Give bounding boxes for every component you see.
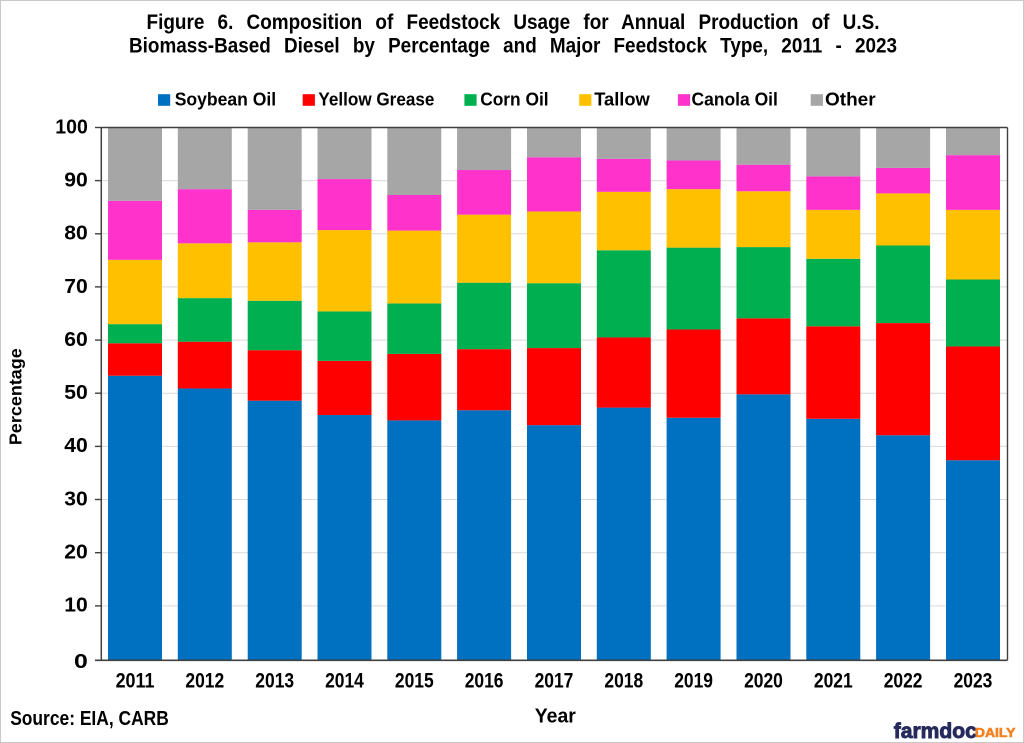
- svg-text:Soybean Oil: Soybean Oil: [175, 89, 277, 110]
- svg-text:2018: 2018: [604, 668, 643, 692]
- svg-text:farmdoc: farmdoc: [894, 719, 977, 743]
- svg-text:Corn Oil: Corn Oil: [480, 89, 548, 110]
- svg-text:2016: 2016: [465, 668, 504, 692]
- svg-text:2020: 2020: [744, 668, 783, 692]
- svg-text:2015: 2015: [395, 668, 434, 692]
- svg-text:0: 0: [74, 650, 88, 673]
- svg-text:70: 70: [64, 275, 88, 298]
- svg-text:Biomass-Based Diesel by Percen: Biomass-Based Diesel by Percentage and M…: [129, 35, 897, 58]
- svg-text:Yellow Grease: Yellow Grease: [318, 89, 434, 110]
- svg-text:DAILY: DAILY: [975, 725, 1016, 740]
- svg-text:Percentage: Percentage: [5, 348, 25, 445]
- svg-text:30: 30: [64, 487, 88, 510]
- svg-text:2017: 2017: [535, 668, 574, 692]
- svg-text:Canola Oil: Canola Oil: [692, 89, 778, 110]
- svg-text:Year: Year: [535, 704, 576, 727]
- svg-text:10: 10: [64, 594, 88, 617]
- svg-text:2023: 2023: [954, 668, 993, 692]
- svg-text:2021: 2021: [814, 668, 853, 692]
- svg-text:Tallow: Tallow: [594, 89, 650, 110]
- svg-text:Other: Other: [825, 89, 876, 110]
- svg-text:50: 50: [64, 381, 88, 404]
- svg-text:80: 80: [64, 222, 88, 245]
- svg-text:2011: 2011: [116, 668, 155, 692]
- svg-text:Source: EIA, CARB: Source: EIA, CARB: [10, 707, 169, 730]
- svg-text:40: 40: [64, 434, 88, 457]
- svg-text:Figure 6. Composition of Feeds: Figure 6. Composition of Feedstock Usage…: [147, 11, 880, 34]
- svg-text:2019: 2019: [674, 668, 713, 692]
- svg-text:2022: 2022: [884, 668, 923, 692]
- svg-text:60: 60: [64, 328, 88, 351]
- svg-text:90: 90: [64, 168, 88, 191]
- svg-text:20: 20: [64, 541, 88, 564]
- svg-text:2012: 2012: [185, 668, 224, 692]
- svg-text:100: 100: [55, 115, 88, 138]
- svg-text:2014: 2014: [325, 668, 364, 692]
- svg-text:2013: 2013: [255, 668, 294, 692]
